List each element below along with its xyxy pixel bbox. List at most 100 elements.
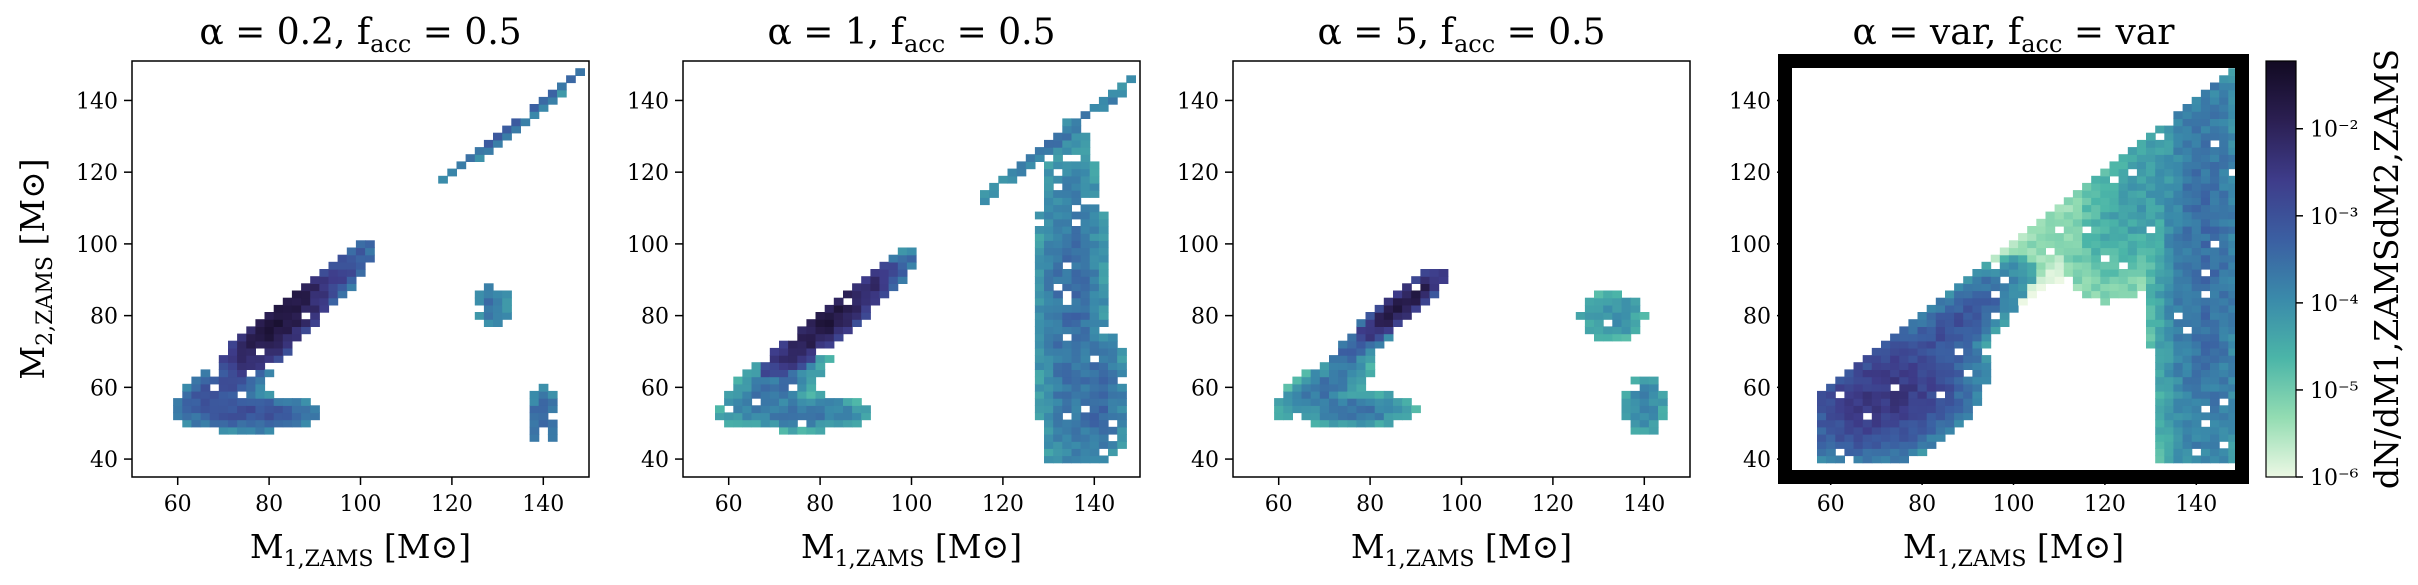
heat-cell — [2164, 161, 2174, 170]
heat-cell — [2182, 111, 2193, 119]
heat-cell — [1990, 319, 2001, 327]
heat-cell — [1926, 419, 1937, 428]
heat-cell — [1899, 362, 1909, 370]
heat-cell — [474, 312, 485, 320]
colorbar-tick-label: 10⁻² — [2310, 118, 2358, 143]
heat-cell — [1881, 434, 1891, 442]
heat-cell — [779, 347, 789, 356]
heat-cell — [2200, 441, 2211, 449]
heat-cell — [1044, 419, 1054, 428]
heat-cell — [1411, 297, 1421, 306]
heat-cell — [806, 398, 817, 406]
heat-cell — [1972, 390, 1983, 399]
heat-cell — [1062, 218, 1072, 227]
heat-cell — [1881, 448, 1891, 457]
heat-cell — [2200, 455, 2211, 464]
heat-cell — [2072, 233, 2083, 241]
heat-cell — [2164, 398, 2174, 406]
heat-cell — [1071, 347, 1082, 356]
heat-cell — [2200, 132, 2211, 141]
heat-cell — [1639, 398, 1650, 406]
heat-cell — [1044, 398, 1054, 406]
heat-cell — [1981, 261, 1992, 270]
heat-cell — [1630, 412, 1641, 421]
heat-cell — [1365, 340, 1376, 349]
heat-cell — [2100, 211, 2110, 220]
heat-cell — [1108, 89, 1118, 98]
heat-cell — [1630, 297, 1641, 306]
heat-cell — [218, 376, 229, 385]
heat-cell — [824, 398, 835, 406]
heat-cell — [1844, 434, 1855, 442]
heat-cell — [1917, 326, 1928, 335]
heat-cell — [1881, 455, 1891, 464]
heat-cell — [1044, 405, 1054, 414]
heat-cell — [1071, 362, 1082, 370]
heat-cell — [273, 398, 284, 406]
heat-cell — [1963, 333, 1973, 342]
heat-cell — [1319, 376, 1330, 385]
heat-cell — [2210, 96, 2220, 105]
heat-cell — [1954, 362, 1964, 370]
heat-cell — [1338, 340, 1348, 349]
heat-cell — [1393, 297, 1403, 306]
heat-cell — [2027, 233, 2037, 241]
heat-cell — [1356, 383, 1367, 392]
heat-cell — [1301, 383, 1312, 392]
heat-cell — [1053, 218, 1063, 227]
x-tick-label: 100 — [1441, 492, 1483, 517]
heat-cell — [1329, 412, 1339, 421]
heat-cell — [1963, 376, 1973, 385]
heat-cell — [1981, 319, 1992, 327]
heat-cell — [2155, 405, 2165, 414]
heat-cell — [1621, 333, 1632, 342]
heat-cell — [2008, 254, 2019, 263]
x-tick-label: 80 — [255, 492, 283, 517]
heat-cell — [191, 398, 202, 406]
heat-cell — [2228, 419, 2238, 428]
heat-cell — [769, 419, 780, 428]
heat-cell — [1044, 355, 1054, 363]
heat-cell — [1071, 226, 1082, 234]
heat-cell — [1926, 319, 1937, 327]
heat-cell — [1117, 369, 1127, 378]
heat-cell — [2136, 233, 2147, 241]
heat-cell — [1899, 340, 1909, 349]
colorbar-gradient — [2265, 60, 2297, 478]
heat-cell — [2210, 426, 2220, 435]
heat-cell — [1871, 412, 1882, 421]
heat-cell — [2182, 254, 2193, 263]
heat-cell — [2173, 197, 2184, 206]
heat-cell — [1044, 362, 1054, 370]
heat-cell — [1926, 426, 1937, 435]
heat-cell — [1648, 390, 1659, 399]
heat-cell — [2082, 233, 2092, 241]
heat-cell — [1356, 419, 1367, 428]
heat-cell — [575, 68, 585, 76]
heat-cell — [209, 412, 220, 421]
heat-cell — [173, 412, 183, 421]
heat-cell — [1899, 455, 1909, 464]
heat-cell — [547, 390, 558, 399]
y-tick-label: 60 — [1743, 376, 1771, 401]
heat-cell — [2118, 276, 2129, 284]
heat-cell — [1080, 175, 1091, 184]
heat-cell — [1053, 154, 1063, 162]
heat-cell — [2164, 376, 2174, 385]
heat-cell — [1945, 355, 1955, 363]
heat-cell — [806, 369, 817, 378]
heat-cell — [797, 398, 807, 406]
heat-cell — [833, 405, 844, 414]
heat-cell — [1603, 297, 1613, 306]
heat-cell — [529, 390, 540, 399]
heat-cell — [2200, 355, 2211, 363]
y-tick-label: 80 — [641, 305, 669, 330]
heat-cell — [2146, 211, 2156, 220]
y-tick-label: 80 — [1191, 305, 1219, 330]
heat-cell — [2228, 347, 2238, 356]
heat-cell — [1319, 383, 1330, 392]
heat-cell — [282, 297, 293, 306]
heat-cell — [538, 96, 549, 105]
heat-cell — [2091, 218, 2101, 227]
heat-cell — [1062, 362, 1072, 370]
